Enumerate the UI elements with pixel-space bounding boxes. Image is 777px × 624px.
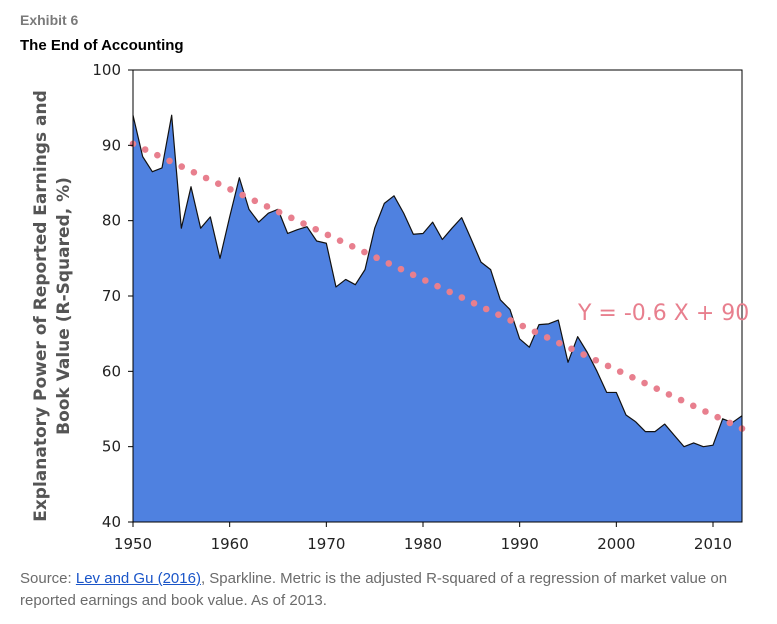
trendline-dot: [288, 214, 295, 222]
source-note: Source: Lev and Gu (2016), Sparkline. Me…: [20, 568, 765, 612]
trendline-dot: [166, 157, 173, 165]
x-tick-label: 1980: [404, 535, 442, 553]
trendline-dot: [629, 374, 636, 381]
trendline-dot: [592, 356, 600, 364]
trendline-dot: [689, 402, 697, 410]
trendline-dot: [178, 163, 186, 170]
source-prefix: Source:: [20, 570, 76, 587]
trendline-dot: [507, 317, 514, 324]
x-tick-label: 1960: [211, 535, 249, 553]
trendline-dot: [531, 328, 539, 336]
trendline-dot: [580, 351, 587, 358]
trendline-dot: [214, 180, 222, 187]
trendline-dot: [385, 260, 393, 267]
trendline-dot: [239, 191, 246, 199]
y-tick-label: 60: [102, 362, 121, 380]
source-link[interactable]: Lev and Gu (2016): [75, 570, 201, 587]
x-tick-label: 1990: [501, 535, 539, 553]
trendline-dot: [556, 339, 563, 347]
trendline-dot: [336, 237, 344, 244]
trendline-dot: [726, 419, 734, 427]
trendline-dot: [458, 294, 466, 301]
trendline-dot: [519, 322, 527, 330]
trendline-dot: [568, 345, 575, 353]
trendline-dot: [495, 311, 502, 318]
trendline-dot: [154, 151, 161, 159]
y-tick-label: 70: [102, 287, 121, 305]
source-description: , Sparkline. Metric is the adjusted R-sq…: [20, 570, 728, 609]
area-fill: [133, 115, 742, 522]
trendline-dot: [227, 186, 234, 193]
x-axis: 1950 1960 1970 1980 1990 2000 2010: [114, 522, 732, 553]
trendline-dot: [482, 305, 490, 313]
trendline-dot: [434, 282, 441, 290]
trendline-dot: [604, 362, 612, 370]
chart: 40 50 60 70 80 90 100 1950 1960 1970 1980 1990 2000…: [31, 61, 749, 553]
trendline-dot: [190, 169, 198, 176]
trendline-dot: [702, 408, 709, 415]
trendline-dot: [714, 413, 721, 421]
trendline-dot: [263, 203, 271, 210]
y-axis-label-line-2: Book Value (R-Squared, %): [54, 177, 74, 435]
y-axis-label-line-1: Explanatory Power of Reported Earnings a…: [31, 90, 51, 522]
area-line: [132, 114, 743, 448]
trendline-dot: [202, 174, 210, 182]
y-tick-label: 80: [102, 212, 121, 230]
trendline-dot: [653, 385, 661, 393]
y-tick-label: 50: [102, 438, 121, 456]
trendline-dot: [641, 379, 648, 387]
y-tick-label: 40: [102, 513, 121, 531]
trendline-dot: [422, 277, 429, 284]
trendline-dot: [397, 265, 405, 273]
trendline-dot: [348, 243, 356, 250]
y-tick-label: 100: [92, 61, 121, 79]
trendline-dot: [275, 208, 283, 216]
trendline-dot: [409, 271, 417, 279]
x-tick-label: 2010: [694, 535, 732, 553]
trendline-dot: [324, 231, 332, 239]
trendline: [129, 140, 746, 432]
trendline-dot: [300, 220, 307, 227]
trendline-dot: [251, 197, 259, 205]
trendline-dot: [543, 334, 551, 341]
trendline-dot: [446, 288, 453, 296]
chart-title: The End of Accounting: [20, 37, 184, 54]
x-tick-label: 2000: [597, 535, 635, 553]
y-tick-label: 90: [102, 136, 121, 154]
x-tick-label: 1970: [307, 535, 345, 553]
y-axis: 40 50 60 70 80 90 100: [92, 61, 133, 531]
trendline-dot: [616, 368, 624, 375]
trendline-dot: [312, 225, 320, 233]
exhibit-label: Exhibit 6: [20, 12, 79, 28]
trendline-dot: [677, 396, 685, 404]
trendline-dot: [470, 299, 478, 307]
trendline-dot: [361, 248, 368, 256]
trendline-equation: Y = -0.6 X + 90: [577, 301, 749, 326]
trendline-dot: [141, 146, 149, 153]
x-tick-label: 1950: [114, 535, 152, 553]
area-layer: [132, 114, 743, 522]
trendline-dot: [373, 254, 380, 262]
trendline-dot: [665, 391, 673, 398]
